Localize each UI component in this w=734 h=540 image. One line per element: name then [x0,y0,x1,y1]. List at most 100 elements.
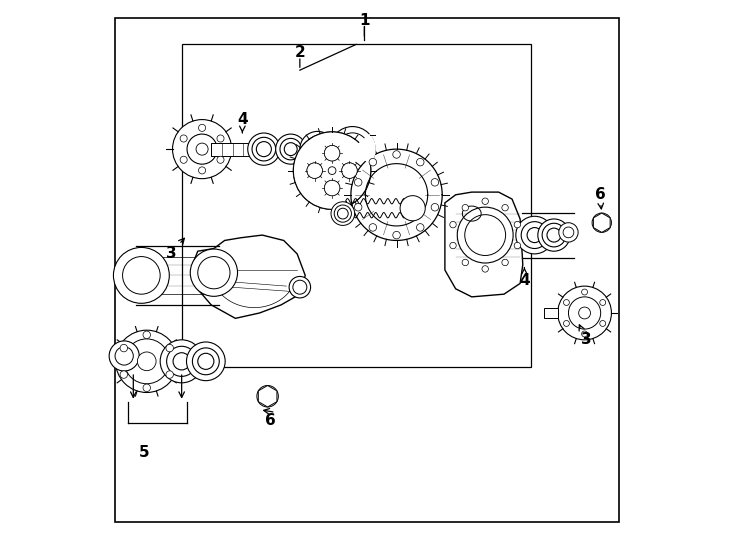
Polygon shape [258,386,277,407]
Circle shape [527,227,542,242]
Polygon shape [192,235,305,319]
Circle shape [558,286,611,340]
Circle shape [330,126,375,172]
Bar [211,143,254,156]
Circle shape [187,134,217,164]
Circle shape [502,205,509,211]
Circle shape [197,353,214,369]
Circle shape [293,280,307,294]
Circle shape [559,222,578,242]
Circle shape [563,227,574,238]
Text: 2: 2 [294,45,305,60]
Circle shape [143,331,150,339]
Circle shape [355,179,362,186]
Polygon shape [445,192,523,297]
Circle shape [300,131,335,167]
Circle shape [355,204,362,211]
Circle shape [256,141,272,157]
Circle shape [115,330,178,393]
Text: 6: 6 [595,187,606,202]
Circle shape [416,224,424,231]
Circle shape [261,389,275,403]
Circle shape [324,145,340,161]
Circle shape [217,156,224,163]
Circle shape [160,340,203,383]
Circle shape [331,202,355,225]
Circle shape [324,180,340,196]
Wedge shape [352,134,375,164]
Circle shape [462,205,468,211]
Circle shape [172,119,232,179]
Circle shape [307,163,322,178]
Circle shape [123,256,160,294]
Circle shape [514,242,520,249]
Circle shape [482,266,488,272]
Text: 4: 4 [519,268,530,288]
Circle shape [457,207,513,263]
Circle shape [592,213,611,232]
Circle shape [328,167,336,174]
Circle shape [166,371,173,379]
Circle shape [124,339,169,384]
Circle shape [252,137,276,161]
Circle shape [600,300,606,306]
Circle shape [192,348,219,375]
Circle shape [514,221,520,228]
Circle shape [431,204,439,211]
Circle shape [294,132,371,210]
Circle shape [393,151,400,158]
Circle shape [338,208,348,219]
Circle shape [450,221,457,228]
Circle shape [547,228,561,242]
Circle shape [284,143,297,156]
Circle shape [299,138,365,204]
Circle shape [369,224,377,231]
Bar [181,44,531,367]
Circle shape [568,297,600,329]
Circle shape [307,163,322,178]
Text: 3: 3 [579,325,592,347]
Text: 3: 3 [166,238,184,261]
Circle shape [115,347,134,365]
Circle shape [334,205,352,222]
Circle shape [310,141,326,157]
Circle shape [109,341,139,371]
Circle shape [581,331,587,337]
Circle shape [342,163,357,178]
Text: 4: 4 [237,112,247,133]
Circle shape [342,163,357,178]
Circle shape [462,259,468,266]
Circle shape [538,219,570,251]
Circle shape [578,307,590,319]
Circle shape [581,289,587,295]
Circle shape [120,345,128,352]
Text: 6: 6 [265,413,276,428]
Circle shape [257,386,278,407]
Circle shape [416,158,424,166]
Bar [545,308,558,319]
Circle shape [305,136,330,162]
Circle shape [294,132,371,210]
Circle shape [516,217,553,254]
Circle shape [542,223,566,247]
Polygon shape [593,213,610,232]
Circle shape [276,134,306,164]
Circle shape [143,384,150,392]
Circle shape [180,135,187,142]
Circle shape [393,231,400,239]
Circle shape [198,124,206,131]
Circle shape [450,242,457,249]
Circle shape [198,167,206,174]
Circle shape [324,180,340,196]
Circle shape [431,179,439,186]
Circle shape [186,342,225,381]
Circle shape [600,321,606,326]
Text: 1: 1 [359,13,369,28]
Circle shape [217,135,224,142]
Circle shape [280,138,302,160]
Circle shape [190,249,238,296]
Circle shape [369,158,377,166]
Circle shape [114,247,170,303]
Circle shape [196,143,208,155]
Circle shape [521,221,548,248]
